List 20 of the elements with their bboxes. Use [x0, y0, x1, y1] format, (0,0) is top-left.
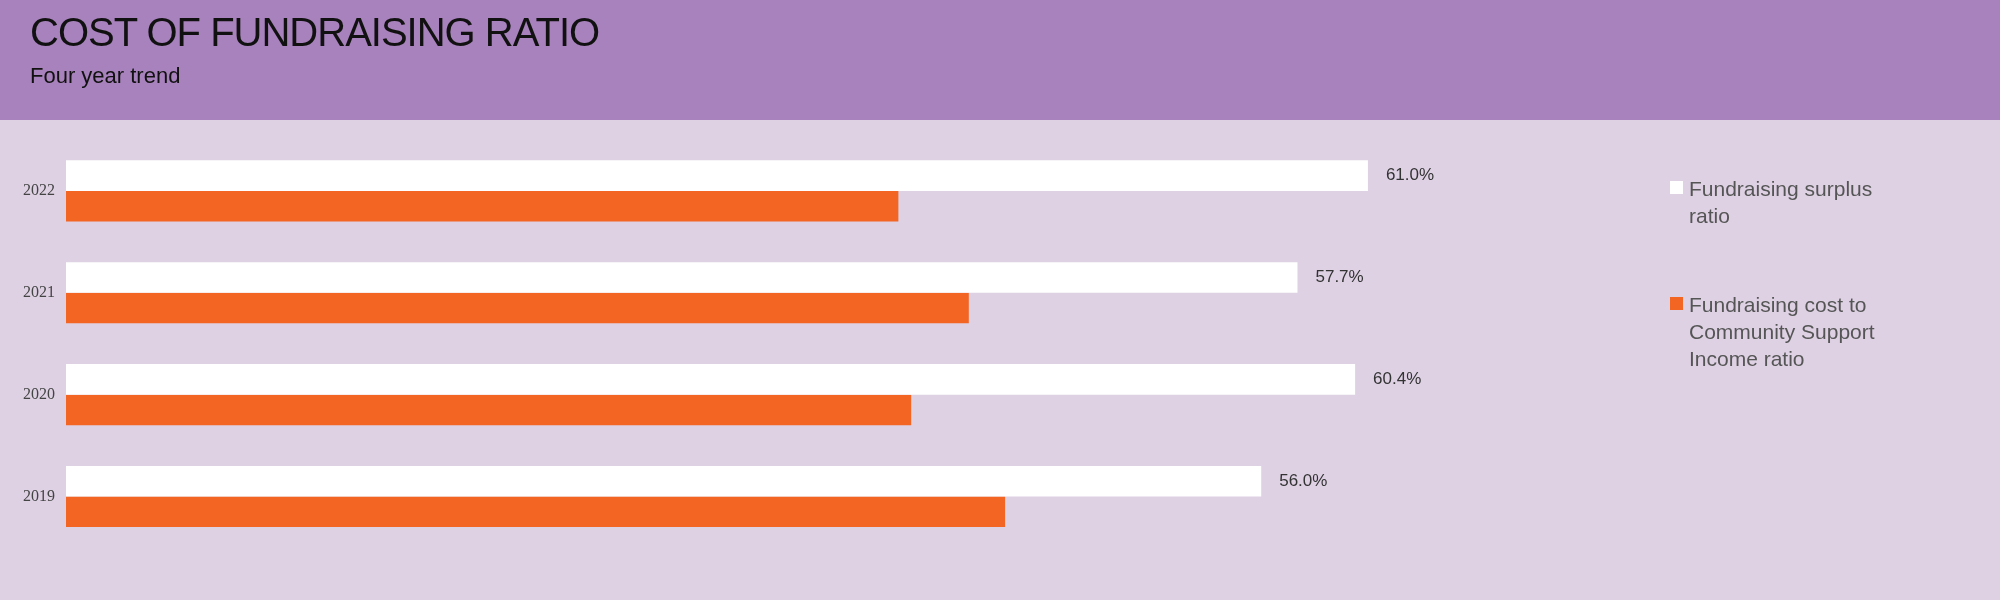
bar: [66, 160, 1368, 191]
y-tick-label: 2021: [23, 282, 55, 300]
data-label: 57.7%: [1315, 267, 1364, 287]
data-label: 56.0%: [1279, 470, 1328, 490]
bar: [66, 262, 1298, 293]
legend-label: Fundraising surplus ratio: [1689, 176, 1874, 229]
bar: [66, 292, 969, 324]
chart-subtitle: Four year trend: [30, 63, 182, 89]
bar: [66, 465, 1262, 497]
data-label: 60.4%: [1373, 369, 1422, 389]
y-tick-label: 2020: [23, 384, 55, 402]
legend-label: Fundraising cost to Community Support Income ratio: [1689, 292, 1876, 372]
chart-title: COST OF FUNDRAISING RATIO: [30, 10, 601, 55]
y-tick-label: 2022: [23, 181, 55, 199]
bar: [66, 394, 912, 426]
bar: [66, 364, 1356, 395]
bar: [66, 496, 1006, 528]
data-label: 61.0%: [1385, 165, 1435, 185]
y-tick-label: 2019: [23, 486, 55, 504]
bar: [66, 190, 899, 222]
